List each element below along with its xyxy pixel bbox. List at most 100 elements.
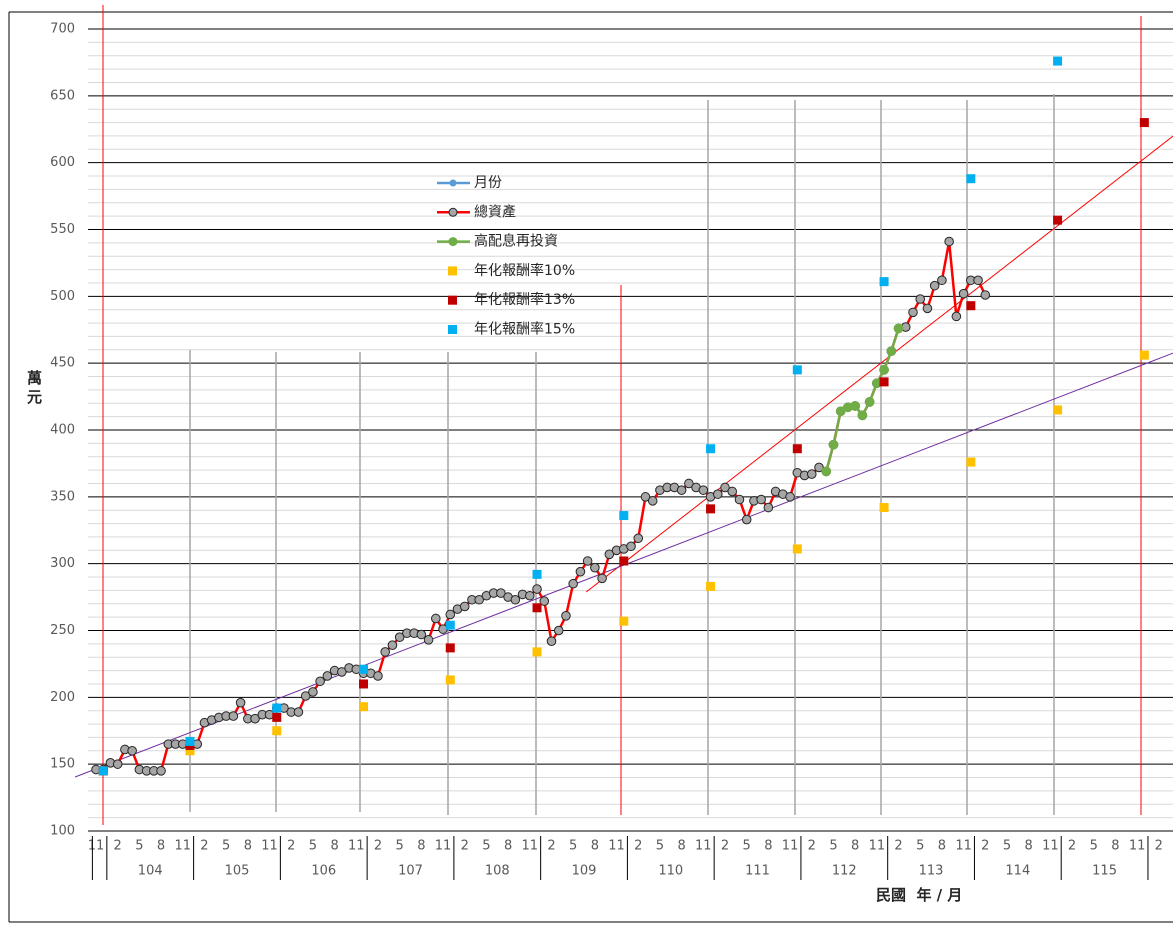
data-point	[590, 562, 600, 573]
x-tick-label: 11	[1129, 839, 1146, 854]
data-point	[633, 533, 644, 544]
data-square	[706, 504, 716, 514]
data-point	[510, 594, 521, 605]
y-tick-label: 600	[50, 155, 75, 170]
data-point	[474, 594, 484, 605]
data-square	[619, 511, 629, 521]
data-point	[626, 541, 636, 552]
legend-marker	[448, 237, 458, 247]
x-tick-label: 11	[174, 839, 191, 854]
legend-label: 年化報酬率13%	[474, 291, 575, 308]
data-square	[272, 703, 282, 713]
data-point	[785, 492, 795, 502]
data-point	[973, 275, 983, 286]
data-point	[640, 492, 651, 502]
data-point	[459, 601, 470, 612]
data-point	[525, 590, 535, 601]
y-tick-label: 350	[50, 489, 75, 504]
x-tick-label: 2	[1068, 839, 1076, 854]
year-label: 114	[1005, 864, 1030, 879]
data-point	[387, 640, 398, 651]
x-tick-label: 5	[829, 839, 837, 854]
x-tick-label: 8	[1111, 839, 1119, 854]
legend-marker	[448, 325, 457, 334]
data-point	[423, 635, 434, 645]
data-point	[228, 711, 239, 721]
data-point	[886, 346, 897, 356]
data-point	[604, 549, 615, 560]
year-label: 115	[1092, 864, 1117, 879]
y-tick-label: 500	[50, 289, 75, 304]
x-tick-label: 11	[88, 839, 105, 854]
data-point	[575, 566, 586, 577]
data-square	[272, 726, 282, 736]
data-point	[561, 610, 571, 621]
year-label: 109	[572, 864, 597, 879]
data-point	[857, 410, 868, 421]
x-tick-label: 8	[591, 839, 599, 854]
x-tick-label: 8	[244, 839, 252, 854]
legend-label: 年化報酬率15%	[474, 321, 575, 338]
data-point	[127, 746, 137, 756]
data-point	[763, 502, 774, 513]
data-square	[1139, 118, 1149, 128]
data-square	[445, 620, 455, 630]
y-tick-label: 550	[50, 222, 75, 237]
data-square	[619, 556, 629, 566]
data-point	[828, 439, 839, 450]
x-axis-title: 民國 年 / 月	[876, 886, 963, 904]
y-tick-label: 400	[50, 423, 75, 438]
legend-label: 總資產	[474, 203, 516, 220]
data-square	[1139, 350, 1149, 360]
data-point	[597, 573, 607, 584]
data-point	[835, 406, 846, 417]
x-tick-label: 11	[608, 839, 625, 854]
x-tick-label: 2	[374, 839, 382, 854]
data-square	[359, 664, 369, 674]
x-tick-label: 11	[955, 839, 972, 854]
y-tick-label: 250	[50, 623, 75, 638]
legend-label: 高配息再投資	[474, 233, 558, 250]
data-point	[720, 482, 730, 493]
data-point	[308, 687, 318, 697]
data-point	[676, 485, 687, 495]
x-tick-label: 5	[309, 839, 317, 854]
x-tick-label: 2	[634, 839, 642, 854]
data-square	[532, 569, 542, 579]
data-square	[272, 712, 282, 722]
x-tick-label: 5	[743, 839, 751, 854]
data-point	[980, 290, 991, 300]
data-point	[734, 494, 745, 505]
year-label: 107	[398, 864, 423, 879]
data-square	[185, 736, 195, 746]
data-point	[879, 365, 889, 375]
data-square	[359, 702, 369, 712]
x-tick-label: 8	[330, 839, 338, 854]
data-point	[756, 494, 766, 505]
x-tick-label: 8	[504, 839, 512, 854]
data-point	[850, 401, 860, 411]
year-label: 108	[485, 864, 510, 879]
trendline	[585, 135, 1173, 593]
data-point	[951, 311, 962, 322]
year-label: 112	[832, 864, 857, 879]
data-square	[619, 616, 629, 626]
data-square	[532, 647, 542, 657]
y-axis-title: 萬元	[25, 370, 43, 408]
data-point	[235, 697, 246, 708]
x-tick-label: 8	[417, 839, 425, 854]
y-tick-label: 100	[50, 824, 75, 839]
data-square	[706, 444, 716, 454]
data-point	[922, 303, 933, 314]
x-tick-label: 5	[1090, 839, 1098, 854]
data-point	[821, 466, 832, 477]
data-square	[532, 603, 542, 613]
x-tick-label: 2	[114, 839, 122, 854]
annotation-lines	[102, 5, 1142, 825]
x-tick-label: 11	[869, 839, 886, 854]
x-tick-label: 8	[677, 839, 685, 854]
x-tick-label: 2	[547, 839, 555, 854]
data-square	[966, 301, 976, 311]
x-tick-label: 2	[894, 839, 902, 854]
